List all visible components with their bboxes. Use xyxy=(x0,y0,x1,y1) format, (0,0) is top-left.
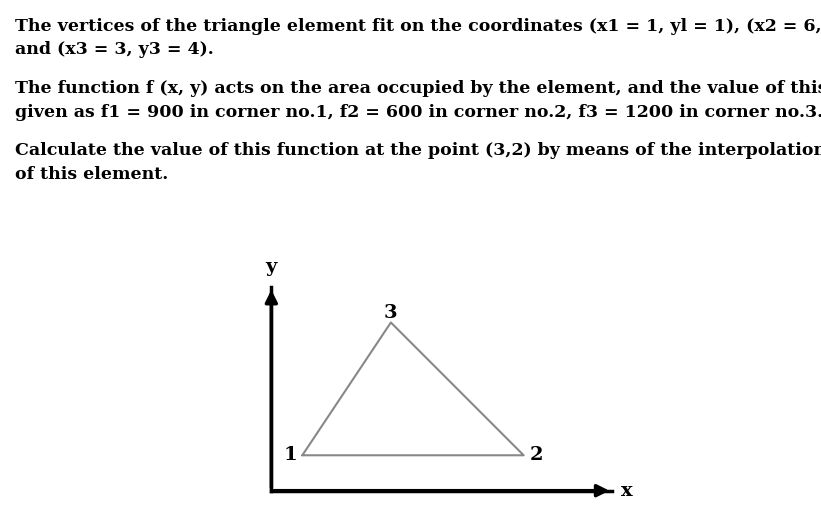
Text: The vertices of the triangle element fit on the coordinates (x1 = 1, yl = 1), (x: The vertices of the triangle element fit… xyxy=(15,18,821,35)
Text: of this element.: of this element. xyxy=(15,166,168,183)
Text: 3: 3 xyxy=(384,304,397,322)
Text: The function f (x, y) acts on the area occupied by the element, and the value of: The function f (x, y) acts on the area o… xyxy=(15,80,821,97)
Text: 2: 2 xyxy=(530,447,543,464)
Text: y: y xyxy=(266,258,277,276)
Text: x: x xyxy=(621,482,633,500)
Text: given as f1 = 900 in corner no.1, f2 = 600 in corner no.2, f3 = 1200 in corner n: given as f1 = 900 in corner no.1, f2 = 6… xyxy=(15,104,821,121)
Text: 1: 1 xyxy=(283,447,297,464)
Text: and (x3 = 3, y3 = 4).: and (x3 = 3, y3 = 4). xyxy=(15,41,213,59)
Text: Calculate the value of this function at the point (3,2) by means of the interpol: Calculate the value of this function at … xyxy=(15,142,821,160)
